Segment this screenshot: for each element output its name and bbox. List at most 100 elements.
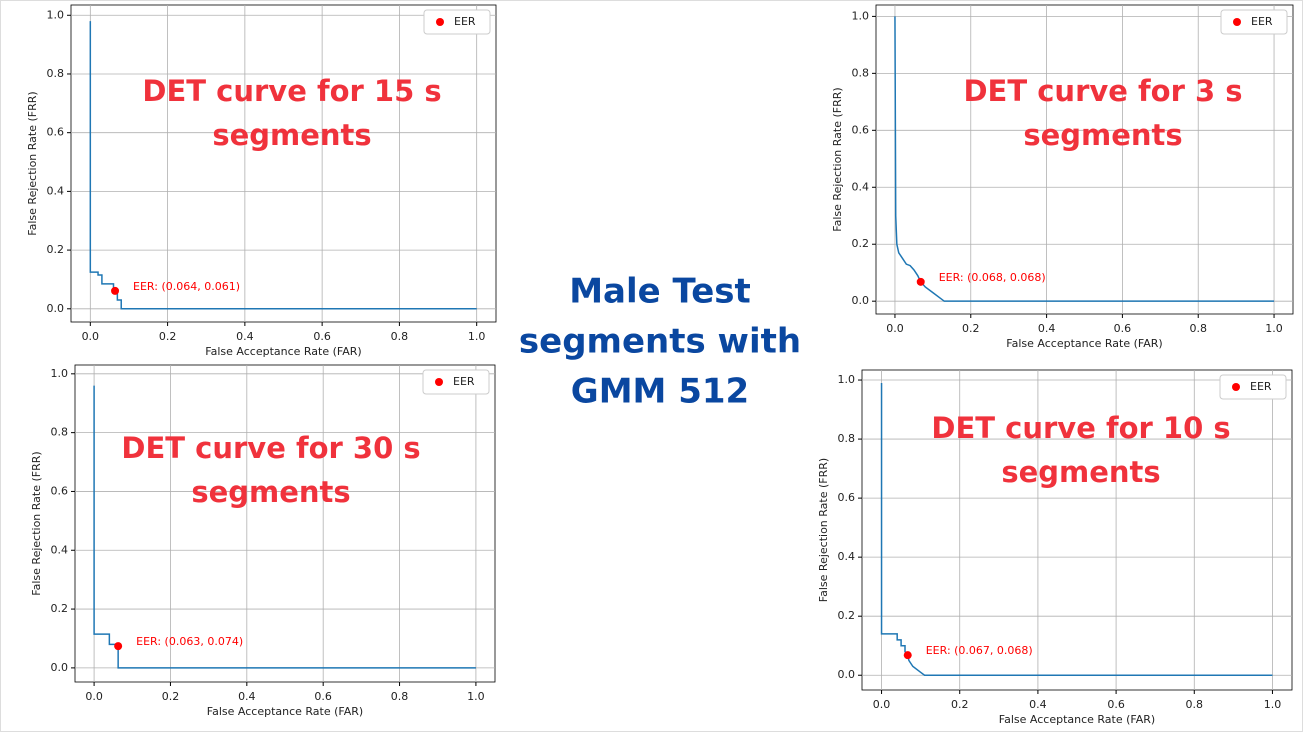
- x-tick-label: 1.0: [1265, 322, 1283, 335]
- chart-panel: 0.0 0.2 0.4 0.6 0.8 1.0 0.0 0.2 0.4 0.6 0.8 1.0 Fals…: [30, 364, 496, 718]
- y-tick-label: 0.0: [852, 294, 870, 307]
- y-tick-label: 1.0: [47, 8, 65, 21]
- x-tick-label: 0.4: [236, 330, 254, 343]
- y-tick-label: 1.0: [838, 373, 856, 386]
- y-tick-label: 0.2: [47, 243, 65, 256]
- x-axis-label: False Acceptance Rate (FAR): [205, 345, 361, 358]
- eer-label: EER: (0.063, 0.074): [136, 635, 243, 648]
- x-axis-label: False Acceptance Rate (FAR): [999, 713, 1155, 726]
- y-axis-label: False Rejection Rate (FRR): [26, 91, 39, 235]
- y-tick-label: 0.6: [838, 491, 856, 504]
- plot-area: [875, 4, 1294, 315]
- legend-box: [423, 9, 491, 35]
- x-tick-label: 0.4: [1029, 698, 1047, 711]
- x-tick-label: 0.4: [1038, 322, 1056, 335]
- x-axis-label: False Acceptance Rate (FAR): [1006, 337, 1162, 350]
- x-tick-label: 0.2: [159, 330, 177, 343]
- chart-panel: 0.0 0.2 0.4 0.6 0.8 1.0 0.0 0.2 0.4 0.6 0.8 1.0 Fals…: [817, 369, 1293, 726]
- eer-point: [114, 642, 123, 651]
- y-tick-label: 0.8: [47, 67, 65, 80]
- plot-area: [74, 364, 496, 683]
- overlay-title: segments: [191, 475, 350, 509]
- legend-label: EER: [454, 15, 476, 28]
- y-tick-label: 0.0: [51, 661, 69, 674]
- det-curve: [880, 382, 1273, 676]
- x-tick-label: 0.8: [1186, 698, 1204, 711]
- y-tick-label: 0.8: [51, 426, 69, 439]
- eer-point: [916, 277, 925, 286]
- y-tick-label: 0.8: [838, 432, 856, 445]
- overlay-title: segments: [212, 118, 371, 152]
- x-tick-label: 0.8: [391, 330, 409, 343]
- x-tick-label: 1.0: [468, 330, 486, 343]
- y-tick-label: 0.6: [47, 126, 65, 139]
- legend-box: [1219, 374, 1287, 400]
- x-tick-label: 0.2: [951, 698, 969, 711]
- legend-label: EER: [1250, 380, 1272, 393]
- slide-title: GMM 512: [571, 372, 749, 412]
- eer-point: [111, 286, 120, 295]
- overlay-title: DET curve for 15 s: [142, 74, 441, 108]
- y-tick-label: 1.0: [51, 367, 69, 380]
- x-tick-label: 0.6: [1114, 322, 1132, 335]
- y-tick-label: 0.6: [852, 123, 870, 136]
- y-tick-label: 1.0: [852, 9, 870, 22]
- y-tick-label: 0.0: [47, 302, 65, 315]
- x-tick-label: 0.0: [85, 690, 103, 703]
- x-tick-label: 0.8: [391, 690, 409, 703]
- overlay-title: DET curve for 10 s: [931, 411, 1230, 445]
- legend-marker: [435, 378, 443, 386]
- legend-marker: [1233, 18, 1241, 26]
- overlay-title: segments: [1023, 118, 1182, 152]
- x-tick-label: 0.4: [238, 690, 256, 703]
- x-tick-label: 0.6: [1107, 698, 1125, 711]
- overlay-title: DET curve for 30 s: [121, 431, 420, 465]
- det-curve: [894, 16, 1275, 302]
- y-axis-label: False Rejection Rate (FRR): [831, 87, 844, 231]
- y-tick-label: 0.0: [838, 668, 856, 681]
- eer-point: [903, 651, 912, 660]
- y-tick-label: 0.2: [852, 237, 870, 250]
- overlay-title: DET curve for 3 s: [963, 74, 1242, 108]
- eer-label: EER: (0.064, 0.061): [133, 280, 240, 293]
- y-tick-label: 0.6: [51, 484, 69, 497]
- x-tick-label: 1.0: [1264, 698, 1282, 711]
- legend-box: [1220, 9, 1288, 35]
- y-tick-label: 0.2: [51, 602, 69, 615]
- legend-label: EER: [453, 375, 475, 388]
- x-tick-label: 0.2: [962, 322, 980, 335]
- y-tick-label: 0.4: [852, 180, 870, 193]
- y-tick-label: 0.4: [47, 184, 65, 197]
- plot-area: [861, 369, 1293, 691]
- x-tick-label: 0.2: [162, 690, 180, 703]
- x-axis-label: False Acceptance Rate (FAR): [207, 705, 363, 718]
- legend-box: [422, 369, 490, 395]
- x-tick-label: 0.0: [82, 330, 100, 343]
- legend-marker: [1232, 383, 1240, 391]
- det-curve: [93, 385, 476, 669]
- chart-panel: 0.0 0.2 0.4 0.6 0.8 1.0 0.0 0.2 0.4 0.6 0.8 1.0 Fals…: [26, 4, 497, 358]
- legend-marker: [436, 18, 444, 26]
- eer-label: EER: (0.067, 0.068): [926, 644, 1033, 657]
- y-axis-label: False Rejection Rate (FRR): [817, 458, 830, 602]
- chart-panel: 0.0 0.2 0.4 0.6 0.8 1.0 0.0 0.2 0.4 0.6 0.8 1.0 Fals…: [831, 4, 1294, 350]
- x-tick-label: 0.6: [313, 330, 331, 343]
- legend-label: EER: [1251, 15, 1273, 28]
- y-tick-label: 0.4: [51, 543, 69, 556]
- y-axis-label: False Rejection Rate (FRR): [30, 451, 43, 595]
- slide-title: Male Test: [569, 272, 751, 312]
- slide-title: segments with: [519, 322, 801, 362]
- det-curve: [89, 21, 477, 310]
- y-tick-label: 0.2: [838, 609, 856, 622]
- eer-label: EER: (0.068, 0.068): [939, 271, 1046, 284]
- x-tick-label: 0.8: [1189, 322, 1207, 335]
- plot-area: [70, 4, 497, 323]
- y-tick-label: 0.8: [852, 66, 870, 79]
- x-tick-label: 0.0: [873, 698, 891, 711]
- x-tick-label: 0.0: [886, 322, 904, 335]
- x-tick-label: 1.0: [467, 690, 485, 703]
- x-tick-label: 0.6: [314, 690, 332, 703]
- y-tick-label: 0.4: [838, 550, 856, 563]
- overlay-title: segments: [1001, 455, 1160, 489]
